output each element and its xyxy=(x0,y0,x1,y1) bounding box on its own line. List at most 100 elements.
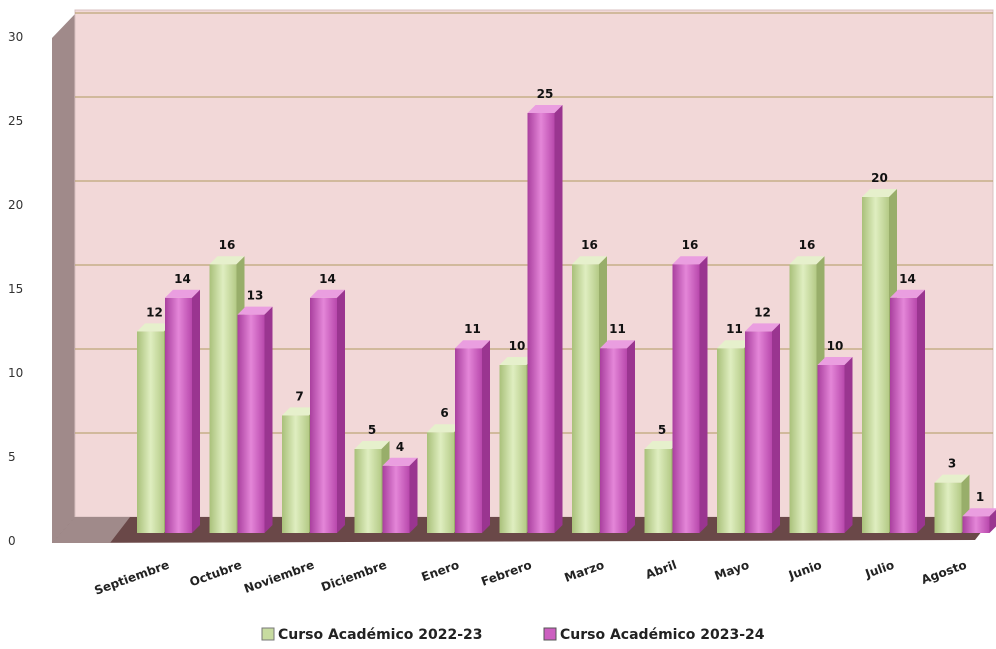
bar-side xyxy=(989,509,996,533)
bar-face xyxy=(137,331,164,533)
data-label: 16 xyxy=(219,238,236,252)
data-label: 1 xyxy=(976,490,984,504)
bar-face xyxy=(209,264,237,533)
bar xyxy=(310,289,345,533)
bar-side xyxy=(192,289,200,533)
data-label: 13 xyxy=(247,289,264,303)
data-label: 10 xyxy=(509,339,526,353)
data-label: 14 xyxy=(174,272,191,286)
bars xyxy=(137,105,996,533)
bar-side xyxy=(409,457,418,533)
bar-top xyxy=(455,340,490,349)
bar-face xyxy=(717,348,744,533)
bar-face xyxy=(600,348,627,533)
bar-top xyxy=(527,105,563,113)
bar-top xyxy=(962,508,996,517)
bar-face xyxy=(934,482,962,533)
x-category-label: Marzo xyxy=(563,558,606,585)
bar xyxy=(165,289,200,533)
bar xyxy=(962,508,996,533)
bar-face xyxy=(427,432,454,533)
bar-top xyxy=(862,189,897,197)
x-category-label: Agosto xyxy=(919,558,968,587)
bar-top xyxy=(427,424,462,433)
data-label: 20 xyxy=(871,171,888,185)
bar-face xyxy=(455,348,482,533)
data-label: 25 xyxy=(537,87,554,101)
bar xyxy=(237,306,273,533)
bar-face xyxy=(962,516,990,533)
bar-side xyxy=(264,306,273,533)
y-tick-label: 5 xyxy=(8,450,16,464)
legend-label-2022-23: Curso Académico 2022-23 xyxy=(278,627,483,643)
bar-side xyxy=(917,289,925,533)
bar-top xyxy=(717,340,752,349)
legend-swatch-2023-24 xyxy=(543,627,557,641)
data-label: 16 xyxy=(581,238,598,252)
bar-face xyxy=(165,297,192,533)
bar-top xyxy=(934,474,970,483)
data-label: 11 xyxy=(726,322,743,336)
x-category-label: Junio xyxy=(786,558,824,583)
data-label: 10 xyxy=(827,339,844,353)
bar-face xyxy=(789,264,817,533)
bar-face xyxy=(817,365,845,533)
x-category-label: Diciembre xyxy=(319,558,388,595)
bar-side xyxy=(699,256,708,533)
data-label: 5 xyxy=(658,423,666,437)
data-label: 12 xyxy=(146,305,163,319)
bar xyxy=(382,457,418,533)
bar-top xyxy=(745,323,780,332)
data-label: 3 xyxy=(948,457,956,471)
y-tick-label: 25 xyxy=(8,114,23,128)
bar-face xyxy=(745,331,772,533)
bar-top xyxy=(310,289,345,298)
bar-top xyxy=(382,457,418,466)
data-label: 16 xyxy=(799,238,816,252)
y-tick-label: 15 xyxy=(8,282,23,296)
x-category-label: Febrero xyxy=(479,558,533,589)
bar-top xyxy=(499,357,535,365)
data-label: 4 xyxy=(396,440,404,454)
chart-floor-left xyxy=(52,517,130,543)
x-category-label: Abril xyxy=(644,558,679,582)
bar-face xyxy=(310,297,337,533)
bar-face xyxy=(527,113,555,533)
bar-top xyxy=(137,323,172,332)
x-category-label: Enero xyxy=(420,558,461,585)
data-label: 7 xyxy=(295,389,303,403)
bar-face xyxy=(862,197,889,533)
bar-face xyxy=(672,264,700,533)
data-label: 12 xyxy=(754,305,771,319)
bar-top xyxy=(890,289,925,298)
data-label: 14 xyxy=(899,272,916,286)
bar xyxy=(455,340,490,533)
bar xyxy=(672,256,708,533)
bar xyxy=(600,340,635,533)
bar-top xyxy=(282,407,317,416)
data-labels: 12 14 16 13 7 14 5 4 6 11 10 25 16 11 5 16 11 12 16 10 20 14 3… xyxy=(146,87,984,504)
bar-side xyxy=(772,323,780,533)
data-label: 16 xyxy=(682,238,699,252)
bar-face xyxy=(354,449,382,533)
bar-top xyxy=(789,256,825,265)
y-axis-ticks: 0 5 10 15 20 25 30 xyxy=(8,30,23,548)
bar-top xyxy=(237,306,273,315)
x-category-label: Noviembre xyxy=(242,558,316,596)
y-tick-label: 30 xyxy=(8,30,23,44)
legend-label-2023-24: Curso Académico 2023-24 xyxy=(560,627,765,643)
x-category-label: Septiembre xyxy=(92,558,171,598)
chart-side-wall xyxy=(52,14,75,543)
bar-face xyxy=(572,264,599,533)
y-tick-label: 0 xyxy=(8,534,16,548)
bar-top xyxy=(644,441,680,449)
bar-top xyxy=(354,441,390,449)
bar-face xyxy=(644,449,672,533)
bar xyxy=(934,474,970,533)
bar xyxy=(745,323,780,533)
bar-top xyxy=(572,256,607,265)
bar-face xyxy=(237,314,265,533)
bar-side xyxy=(627,340,635,533)
